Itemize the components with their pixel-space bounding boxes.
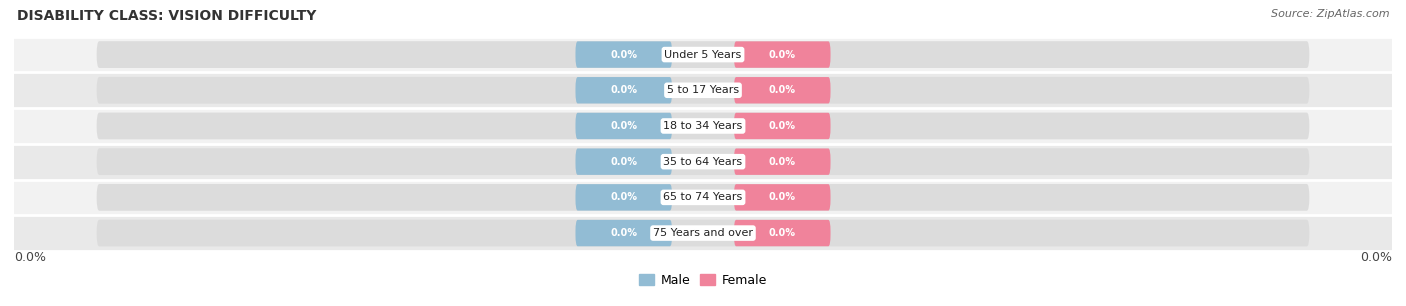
FancyBboxPatch shape (97, 184, 1309, 211)
Text: Under 5 Years: Under 5 Years (665, 50, 741, 60)
Bar (14, 144, 1392, 180)
Text: 0.0%: 0.0% (769, 85, 796, 95)
Text: 75 Years and over: 75 Years and over (652, 228, 754, 238)
FancyBboxPatch shape (97, 148, 1309, 175)
FancyBboxPatch shape (734, 148, 831, 175)
Bar (14, 37, 1392, 73)
FancyBboxPatch shape (575, 77, 672, 103)
Text: 0.0%: 0.0% (610, 85, 637, 95)
Text: 5 to 17 Years: 5 to 17 Years (666, 85, 740, 95)
FancyBboxPatch shape (575, 113, 672, 139)
Text: 0.0%: 0.0% (1360, 251, 1392, 264)
FancyBboxPatch shape (97, 41, 1309, 68)
FancyBboxPatch shape (734, 184, 831, 211)
FancyBboxPatch shape (97, 77, 1309, 104)
Text: 0.0%: 0.0% (769, 121, 796, 131)
Text: 0.0%: 0.0% (610, 192, 637, 202)
Text: 65 to 74 Years: 65 to 74 Years (664, 192, 742, 202)
Text: 0.0%: 0.0% (769, 50, 796, 60)
Text: DISABILITY CLASS: VISION DIFFICULTY: DISABILITY CLASS: VISION DIFFICULTY (17, 9, 316, 23)
Text: 35 to 64 Years: 35 to 64 Years (664, 157, 742, 167)
Text: 0.0%: 0.0% (610, 50, 637, 60)
Text: 0.0%: 0.0% (610, 228, 637, 238)
Text: 0.0%: 0.0% (14, 251, 46, 264)
Text: Source: ZipAtlas.com: Source: ZipAtlas.com (1271, 9, 1389, 19)
FancyBboxPatch shape (734, 41, 831, 68)
FancyBboxPatch shape (734, 220, 831, 246)
Bar (14, 108, 1392, 144)
FancyBboxPatch shape (575, 41, 672, 68)
Legend: Male, Female: Male, Female (634, 269, 772, 292)
FancyBboxPatch shape (575, 148, 672, 175)
Bar (14, 73, 1392, 108)
FancyBboxPatch shape (734, 77, 831, 103)
FancyBboxPatch shape (97, 113, 1309, 139)
FancyBboxPatch shape (734, 113, 831, 139)
Bar (14, 180, 1392, 215)
Text: 0.0%: 0.0% (610, 157, 637, 167)
Text: 0.0%: 0.0% (769, 157, 796, 167)
FancyBboxPatch shape (97, 220, 1309, 246)
Bar (14, 215, 1392, 251)
FancyBboxPatch shape (575, 220, 672, 246)
Text: 0.0%: 0.0% (610, 121, 637, 131)
FancyBboxPatch shape (575, 184, 672, 211)
Text: 0.0%: 0.0% (769, 228, 796, 238)
Text: 18 to 34 Years: 18 to 34 Years (664, 121, 742, 131)
Text: 0.0%: 0.0% (769, 192, 796, 202)
